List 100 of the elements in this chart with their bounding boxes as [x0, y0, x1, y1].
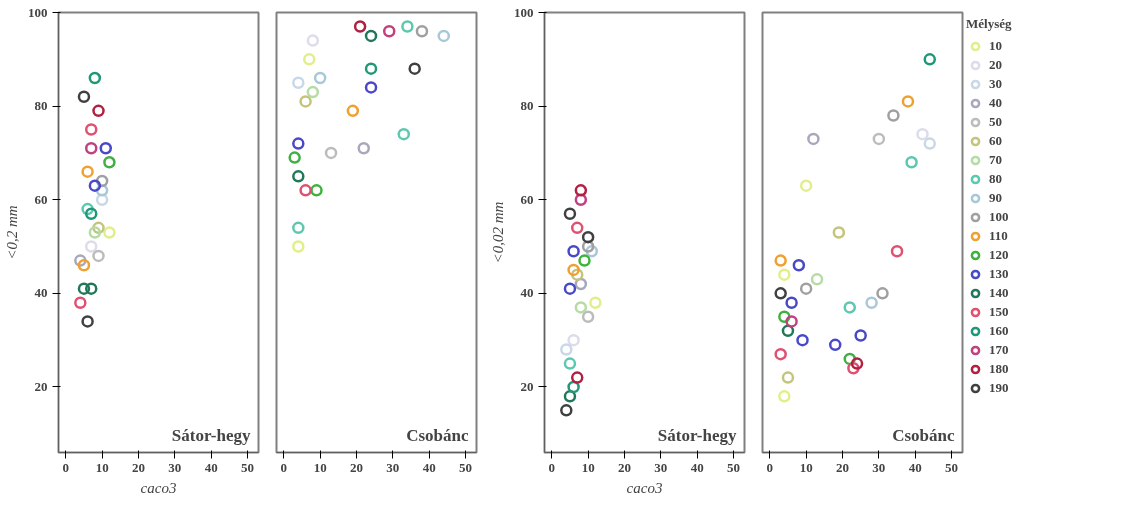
x-tick-label: 30 — [386, 459, 400, 475]
point — [774, 347, 787, 361]
point — [923, 53, 937, 66]
legend-label: 40 — [989, 94, 1003, 112]
point — [832, 226, 846, 239]
point — [887, 109, 900, 122]
point — [288, 151, 301, 164]
point — [560, 343, 573, 356]
point — [292, 76, 305, 89]
point — [578, 254, 591, 267]
point — [103, 156, 116, 169]
point — [306, 34, 320, 47]
x-axis-title: caco3 — [140, 479, 177, 496]
point — [785, 315, 798, 328]
point — [415, 24, 429, 38]
annotation: Sátor-hegy — [171, 425, 251, 445]
point — [401, 20, 414, 33]
legend-label: 10 — [989, 37, 1003, 55]
legend-label: 80 — [989, 170, 1003, 188]
x-tick-label: 30 — [654, 459, 668, 475]
legend-label: 190 — [989, 379, 1010, 397]
point — [796, 333, 809, 347]
legend-label: 50 — [989, 113, 1003, 131]
point — [570, 221, 584, 235]
point — [890, 244, 904, 258]
point — [828, 338, 842, 352]
point — [865, 296, 878, 309]
x-tick-label: 10 — [313, 459, 327, 475]
legend-title: Mélység — [966, 16, 1013, 32]
x-tick-label: 30 — [168, 459, 182, 475]
annotation: Csobánc — [406, 425, 469, 445]
point — [778, 390, 791, 403]
point — [292, 240, 305, 253]
point — [589, 296, 602, 309]
legend-label: 150 — [989, 303, 1010, 321]
y-tick-label: 100 — [514, 4, 534, 20]
point — [850, 357, 864, 370]
point — [774, 254, 787, 267]
legend-label: 160 — [989, 322, 1010, 340]
point — [99, 142, 113, 155]
annotation: Csobánc — [892, 425, 955, 445]
point — [581, 230, 595, 244]
x-tick-label: 30 — [872, 459, 886, 475]
legend-label: 170 — [989, 341, 1010, 359]
point — [88, 179, 102, 192]
x-tick-label: 0 — [766, 459, 774, 475]
point — [299, 95, 312, 108]
annotation: Sátor-hegy — [657, 425, 737, 445]
point — [92, 104, 105, 118]
y-tick-label: 80 — [520, 98, 534, 114]
point — [799, 282, 813, 295]
y-tick-label: 100 — [28, 4, 48, 20]
point — [843, 301, 857, 314]
x-tick-label: 20 — [350, 459, 363, 475]
point — [77, 282, 91, 295]
point — [84, 282, 98, 295]
point — [781, 371, 795, 384]
y-tick-label: 20 — [34, 378, 48, 394]
point — [397, 127, 411, 141]
point — [353, 20, 367, 33]
point — [84, 123, 98, 136]
point — [324, 146, 338, 160]
point — [785, 296, 798, 309]
point — [901, 95, 915, 108]
legend-label: 140 — [989, 284, 1010, 302]
point — [872, 132, 886, 146]
y-tick-label: 80 — [34, 98, 48, 114]
legend-label: 110 — [989, 227, 1009, 245]
point — [799, 179, 813, 192]
point — [854, 329, 867, 342]
x-tick-label: 40 — [422, 459, 436, 475]
point — [302, 53, 316, 66]
x-tick-label: 40 — [204, 459, 218, 475]
point — [81, 165, 94, 178]
point — [567, 263, 580, 277]
x-tick-label: 50 — [241, 459, 255, 475]
legend-label: 30 — [989, 75, 1003, 93]
point — [567, 333, 580, 347]
point — [563, 357, 577, 370]
x-tick-label: 20 — [132, 459, 145, 475]
legend-label: 60 — [989, 132, 1003, 150]
x-tick-label: 50 — [945, 459, 959, 475]
x-tick-label: 40 — [908, 459, 922, 475]
legend-label: 100 — [989, 208, 1010, 226]
point — [807, 132, 820, 146]
point — [876, 287, 889, 300]
point — [346, 104, 360, 118]
y-tick-label: 40 — [34, 285, 48, 301]
point — [567, 244, 580, 258]
point — [84, 142, 98, 155]
point — [364, 62, 378, 75]
point — [81, 315, 94, 328]
point — [778, 268, 791, 281]
point — [563, 207, 577, 221]
point — [92, 249, 105, 263]
point — [382, 24, 396, 38]
point — [581, 310, 595, 323]
point — [313, 71, 327, 85]
y-tick-label: 60 — [34, 191, 48, 207]
point — [88, 226, 102, 239]
